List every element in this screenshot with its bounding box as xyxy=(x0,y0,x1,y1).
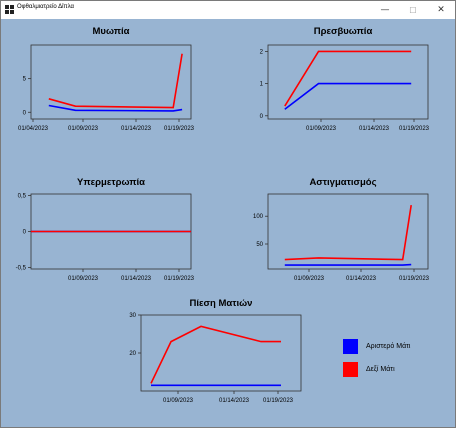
y-tick-label-presbyopia-2: 2 xyxy=(260,49,264,55)
x-tick-label-presbyopia-2: 01/19/2023 xyxy=(399,126,430,132)
x-tick-label-hyperopia-2: 01/19/2023 xyxy=(164,276,195,282)
y-tick-label-eye-pressure-0: 30 xyxy=(129,313,136,319)
y-tick-label-myopia-0: 0 xyxy=(23,110,27,116)
y-tick-label-presbyopia-1: 1 xyxy=(260,82,264,88)
y-tick-label-hyperopia-2: -0,5 xyxy=(16,266,27,272)
legend-swatch-left-eye xyxy=(343,339,358,354)
x-tick-label-hyperopia-1: 01/14/2023 xyxy=(121,276,152,282)
y-tick-label-hyperopia-1: 0 xyxy=(23,230,27,236)
x-tick-label-eye-pressure-0: 01/09/2023 xyxy=(163,398,194,404)
y-tick-label-eye-pressure-1: 20 xyxy=(129,351,136,357)
charts-canvas: 0 5 01/04/2023 01/09/2023 01/14/2023 01/19/20… xyxy=(16,44,430,404)
series-right-eye-myopia xyxy=(48,53,183,109)
y-tick-label-myopia-1: 5 xyxy=(23,77,27,83)
y-tick-label-hyperopia-0: 0,5 xyxy=(18,193,27,199)
x-tick-label-myopia-0: 01/04/2023 xyxy=(18,126,49,132)
series-right-eye-astigmatism xyxy=(284,204,412,261)
x-tick-label-myopia-2: 01/14/2023 xyxy=(121,126,152,132)
series-right-eye-eye-pressure xyxy=(150,325,281,384)
chart-title-hyperopia: Υπερμετρωπία xyxy=(77,177,145,188)
legend-swatch-right-eye xyxy=(343,362,358,377)
x-tick-label-myopia-3: 01/19/2023 xyxy=(164,126,195,132)
y-tick-label-astigmatism-0: 100 xyxy=(253,214,264,220)
chart-title-eye-pressure: Πίεση Ματιών xyxy=(189,298,253,309)
legend-item-right-eye: Δεξί Μάτι xyxy=(343,362,395,377)
title-bar: Οφθαλμιατρείο Δίπλα — ☐ ✕ xyxy=(1,1,455,19)
x-tick-label-astigmatism-0: 01/09/2023 xyxy=(294,276,325,282)
x-tick-label-eye-pressure-1: 01/14/2023 xyxy=(219,398,250,404)
legend-label-left-eye: Αριστερό Μάτι xyxy=(366,343,411,350)
minimize-button[interactable]: — xyxy=(380,5,390,15)
y-tick-label-presbyopia-0: 0 xyxy=(260,114,264,120)
x-tick-label-presbyopia-1: 01/14/2023 xyxy=(359,126,390,132)
chart-title-myopia: Μυωπία xyxy=(92,26,130,37)
x-tick-label-myopia-1: 01/09/2023 xyxy=(68,126,99,132)
x-tick-label-astigmatism-2: 01/19/2023 xyxy=(399,276,430,282)
x-tick-label-presbyopia-0: 01/09/2023 xyxy=(306,126,337,132)
series-left-eye-myopia xyxy=(48,104,183,112)
x-tick-label-eye-pressure-2: 01/19/2023 xyxy=(263,398,294,404)
series-left-eye-astigmatism xyxy=(284,263,412,266)
chart-title-astigmatism: Αστιγματισμός xyxy=(309,177,377,188)
plot-frame-presbyopia xyxy=(267,44,429,120)
chart-title-presbyopia: Πρεσβυωπία xyxy=(313,26,373,37)
maximize-button[interactable]: ☐ xyxy=(409,5,417,15)
legend-label-right-eye: Δεξί Μάτι xyxy=(366,366,395,373)
series-left-eye-presbyopia xyxy=(284,82,412,110)
legend-item-left-eye: Αριστερό Μάτι xyxy=(343,339,410,354)
x-tick-label-hyperopia-0: 01/09/2023 xyxy=(68,276,99,282)
plot-frame-myopia xyxy=(30,44,192,120)
window-title: Οφθαλμιατρείο Δίπλα xyxy=(17,4,74,10)
close-button[interactable]: ✕ xyxy=(437,5,445,15)
app-icon xyxy=(5,5,14,14)
series-right-eye-presbyopia xyxy=(284,50,412,107)
plot-frame-astigmatism xyxy=(267,193,429,270)
y-tick-label-astigmatism-1: 50 xyxy=(256,242,263,248)
x-tick-label-astigmatism-1: 01/14/2023 xyxy=(346,276,377,282)
